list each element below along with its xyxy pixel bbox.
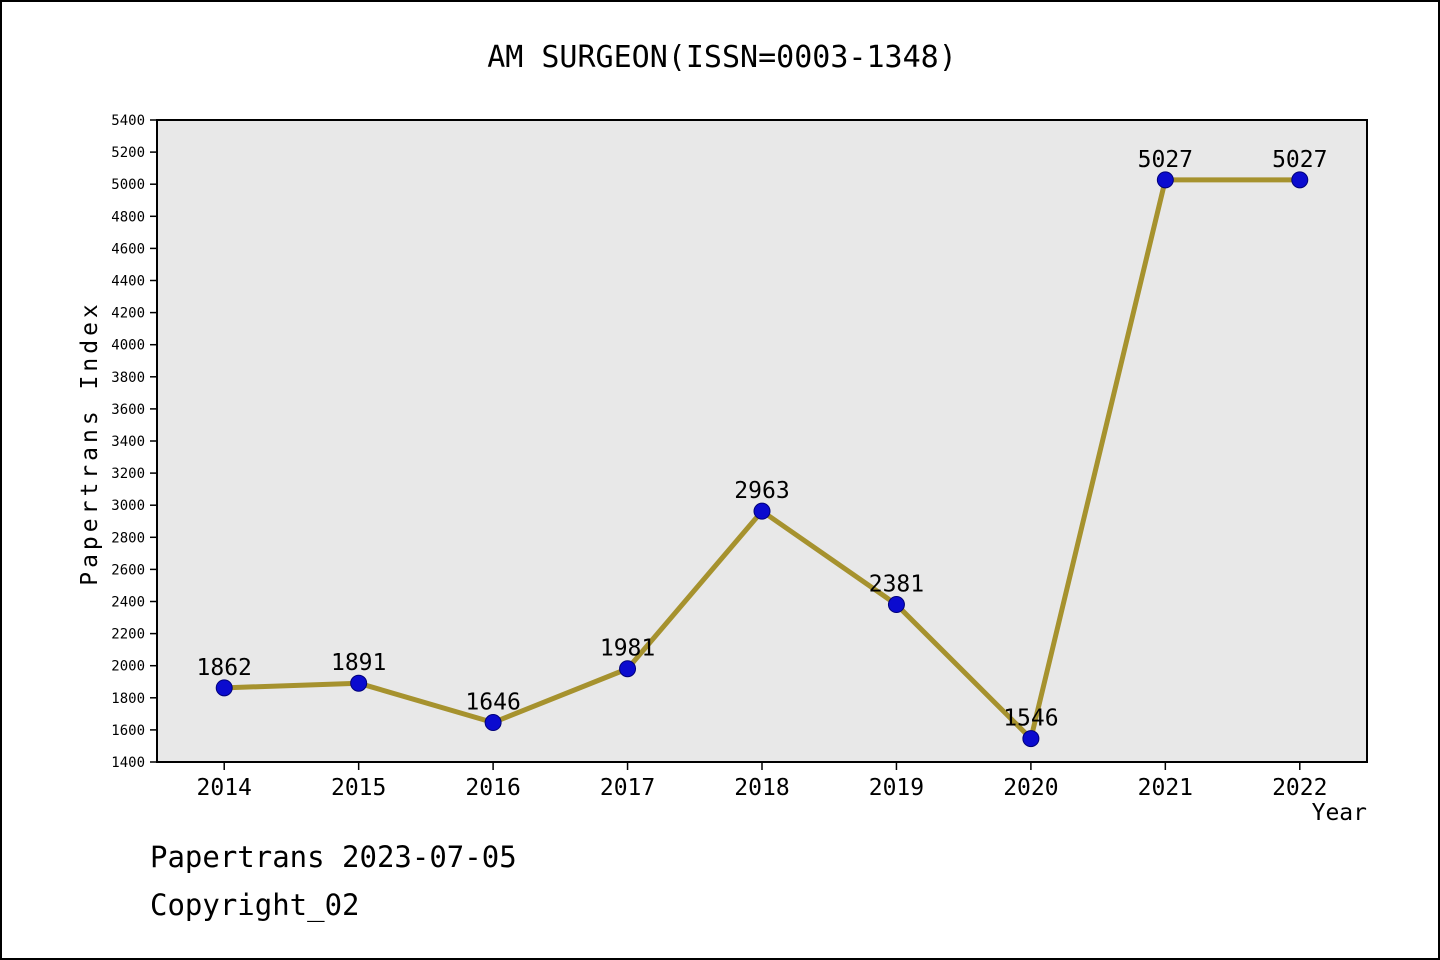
x-tick-label: 2022	[1272, 775, 1327, 801]
x-tick-label: 2015	[331, 775, 386, 801]
x-tick-label: 2016	[465, 775, 520, 801]
data-label: 2381	[869, 572, 924, 598]
y-tick-label: 2600	[111, 562, 145, 578]
data-point[interactable]	[484, 714, 502, 732]
chart-title: AM SURGEON(ISSN=0003-1348)	[487, 40, 957, 75]
data-label: 1891	[331, 650, 386, 676]
y-tick-label: 4000	[111, 338, 145, 354]
data-label: 1646	[465, 690, 520, 716]
y-tick-label: 4600	[111, 241, 145, 257]
footer-copyright-text: Copyright_02	[150, 888, 360, 922]
data-point[interactable]	[619, 660, 637, 678]
data-point[interactable]	[215, 679, 233, 697]
data-point[interactable]	[1022, 730, 1040, 748]
footer-date-text: Papertrans 2023-07-05	[150, 840, 517, 874]
y-tick-label: 4800	[111, 209, 145, 225]
x-tick-label: 2018	[734, 775, 789, 801]
data-point[interactable]	[887, 596, 905, 614]
x-axis-label: Year	[1311, 800, 1367, 826]
x-tick-label: 2019	[869, 775, 924, 801]
y-tick-label: 2400	[111, 595, 145, 611]
plot-area	[156, 119, 1368, 763]
y-tick-label: 4400	[111, 274, 145, 290]
y-tick-label: 1400	[111, 755, 145, 771]
data-label: 5027	[1272, 147, 1327, 173]
data-label: 1981	[600, 636, 655, 662]
y-tick-label: 1800	[111, 691, 145, 707]
y-tick-label: 3200	[111, 466, 145, 482]
y-tick-label: 2000	[111, 659, 145, 675]
x-tick-label: 2020	[1003, 775, 1058, 801]
data-label: 5027	[1138, 147, 1193, 173]
x-tick-label: 2021	[1138, 775, 1193, 801]
y-tick-label: 4200	[111, 306, 145, 322]
data-label: 1546	[1003, 706, 1058, 732]
y-tick-label: 5400	[111, 113, 145, 129]
y-tick-label: 3800	[111, 370, 145, 386]
y-tick-label: 2800	[111, 530, 145, 546]
y-tick-label: 2200	[111, 627, 145, 643]
y-tick-label: 3600	[111, 402, 145, 418]
data-point[interactable]	[350, 674, 368, 692]
y-tick-label: 5000	[111, 177, 145, 193]
data-label: 1862	[197, 655, 252, 681]
x-tick-label: 2017	[600, 775, 655, 801]
y-tick-label: 5200	[111, 145, 145, 161]
y-tick-label: 3400	[111, 434, 145, 450]
data-point[interactable]	[753, 502, 771, 520]
y-tick-label: 1600	[111, 723, 145, 739]
data-label: 2963	[734, 478, 789, 504]
y-tick-label: 3000	[111, 498, 145, 514]
x-tick-label: 2014	[197, 775, 252, 801]
data-point[interactable]	[1291, 171, 1309, 189]
data-point[interactable]	[1156, 171, 1174, 189]
